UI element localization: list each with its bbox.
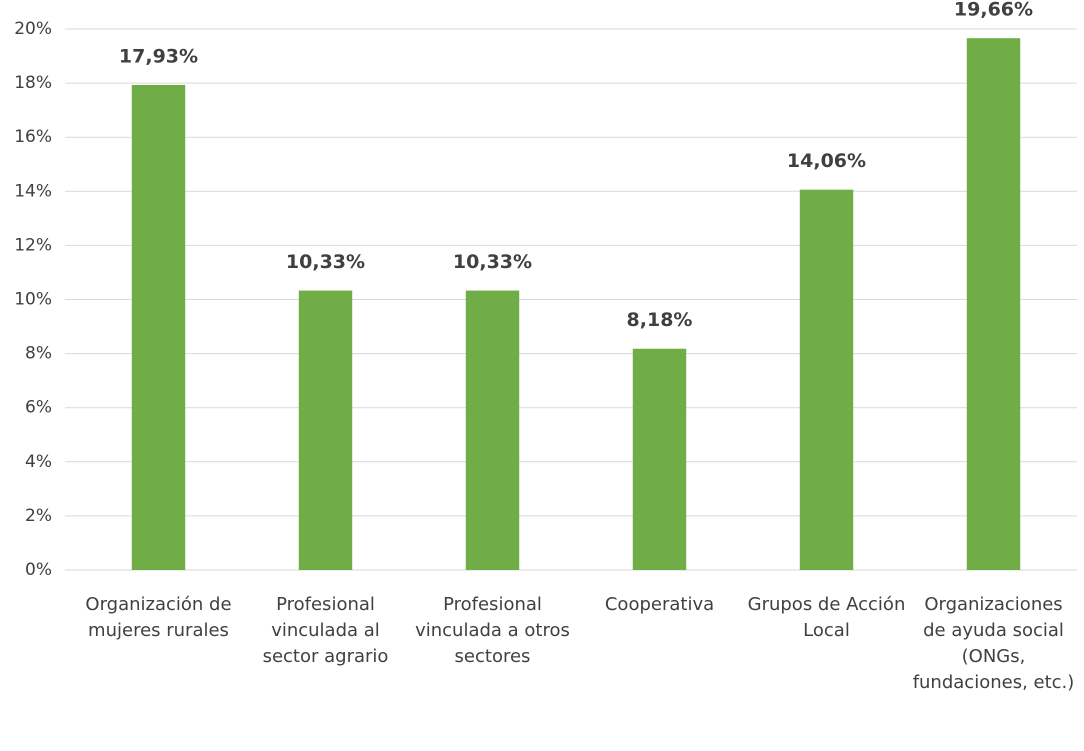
bar xyxy=(465,290,520,570)
value-label: 19,66% xyxy=(954,0,1033,21)
x-tick-label: Organización de mujeres rurales xyxy=(85,594,232,641)
bar xyxy=(632,348,687,570)
y-tick-label: 20% xyxy=(14,19,52,39)
y-tick-label: 10% xyxy=(14,290,52,310)
x-tick-label: Profesional vinculada a otros sectores xyxy=(415,594,570,667)
value-label: 14,06% xyxy=(787,150,866,172)
x-tick-label: Profesional vinculada al sector agrario xyxy=(262,594,389,667)
y-tick-label: 4% xyxy=(25,452,52,472)
bar xyxy=(799,189,854,570)
y-tick-label: 2% xyxy=(25,506,52,526)
value-label: 8,18% xyxy=(627,309,693,331)
y-tick-label: 12% xyxy=(14,235,52,255)
y-tick-label: 8% xyxy=(25,344,52,364)
y-tick-label: 18% xyxy=(14,73,52,93)
bar xyxy=(966,38,1021,570)
bar xyxy=(131,84,186,570)
y-tick-label: 14% xyxy=(14,181,52,201)
value-label: 17,93% xyxy=(119,45,198,67)
y-tick-label: 6% xyxy=(25,398,52,418)
value-label: 10,33% xyxy=(286,251,365,273)
x-tick-label: Organizaciones de ayuda social (ONGs, fu… xyxy=(912,594,1075,693)
y-tick-label: 16% xyxy=(14,127,52,147)
y-tick-label: 0% xyxy=(25,560,52,580)
x-tick-label: Cooperativa xyxy=(604,594,715,615)
bar xyxy=(298,290,353,570)
value-label: 10,33% xyxy=(453,251,532,273)
x-tick-label: Grupos de Acción Local xyxy=(747,594,906,641)
